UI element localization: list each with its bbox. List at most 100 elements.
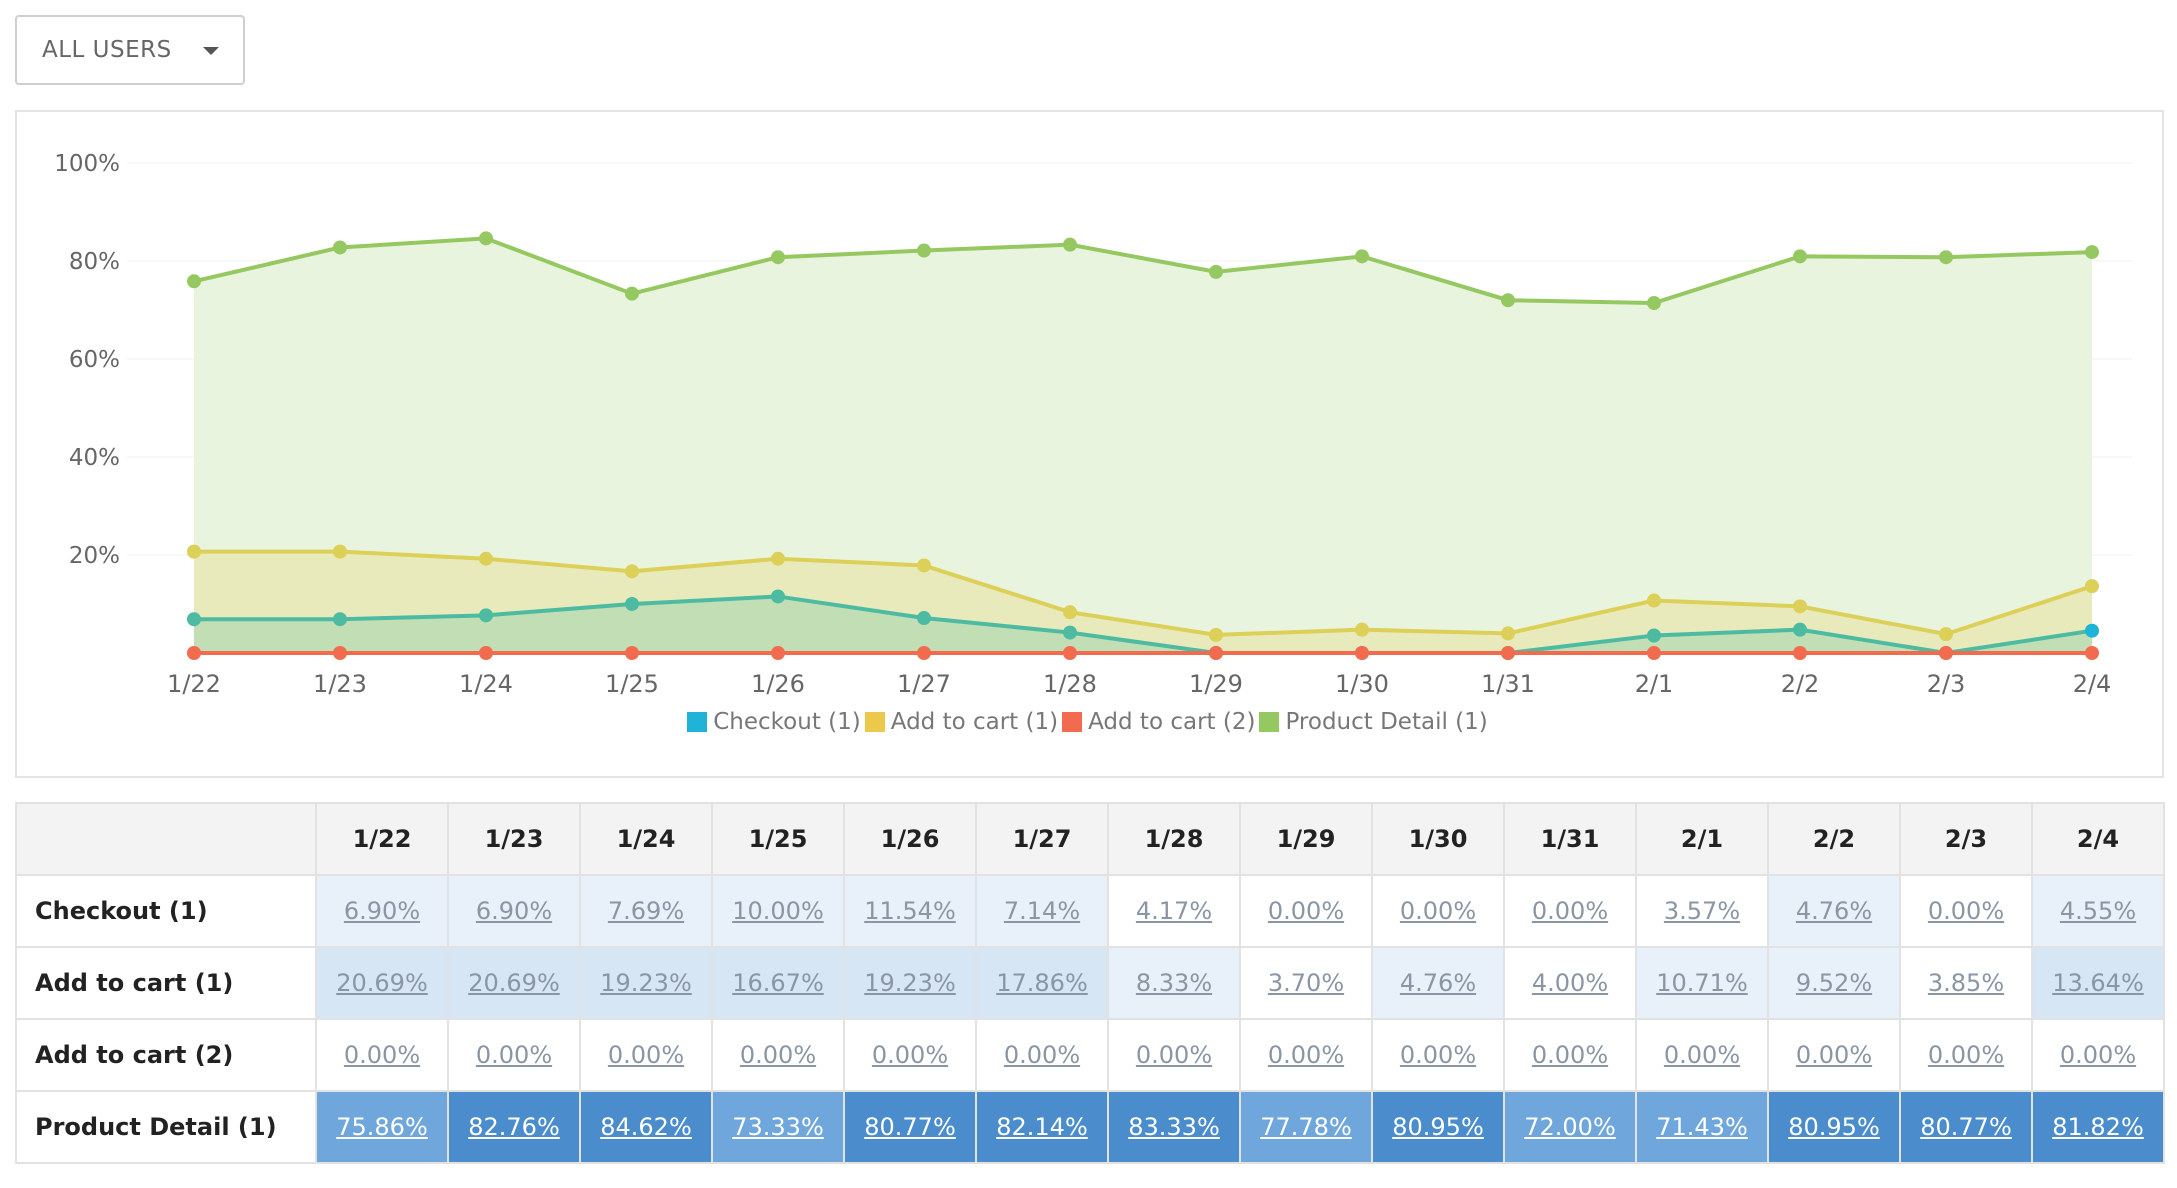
cell-value-link[interactable]: 4.00% xyxy=(1531,969,1609,997)
data-point xyxy=(479,231,493,246)
cell-value-link[interactable]: 17.86% xyxy=(996,969,1088,997)
cell-value-link[interactable]: 72.00% xyxy=(1524,1113,1616,1141)
cell-value-link[interactable]: 81.82% xyxy=(2052,1113,2144,1141)
legend-swatch xyxy=(687,712,708,732)
table-cell: 10.00% xyxy=(711,874,845,948)
cell-value-link[interactable]: 0.00% xyxy=(1399,1041,1477,1069)
table-cell: 7.14% xyxy=(975,874,1109,948)
legend-item[interactable]: Product Detail (1) xyxy=(1259,709,1488,735)
data-point xyxy=(333,240,347,255)
table-cell: 81.82% xyxy=(2031,1090,2165,1164)
cell-value-link[interactable]: 4.55% xyxy=(2059,897,2137,925)
data-point xyxy=(1501,646,1515,660)
cell-value-link[interactable]: 0.00% xyxy=(1795,1041,1873,1069)
cell-value-link[interactable]: 83.33% xyxy=(1128,1113,1220,1141)
cell-value-link[interactable]: 77.78% xyxy=(1260,1113,1352,1141)
y-tick-label: 80% xyxy=(69,249,120,275)
cell-value-link[interactable]: 4.76% xyxy=(1399,969,1477,997)
cell-value-link[interactable]: 7.69% xyxy=(607,897,685,925)
legend-swatch xyxy=(1259,712,1280,732)
cell-value-link[interactable]: 80.77% xyxy=(1920,1113,2012,1141)
cell-value-link[interactable]: 80.95% xyxy=(1788,1113,1880,1141)
cell-value-link[interactable]: 0.00% xyxy=(1927,897,2005,925)
chart-panel: 100% 80% 60% 40% 20% 1/22 1/23 1/24 1/25 1/26 1/27… xyxy=(15,110,2164,778)
data-point xyxy=(1793,646,1807,660)
cell-value-link[interactable]: 20.69% xyxy=(336,969,428,997)
cell-value-link[interactable]: 0.00% xyxy=(871,1041,949,1069)
cell-value-link[interactable]: 71.43% xyxy=(1656,1113,1748,1141)
cell-value-link[interactable]: 0.00% xyxy=(475,1041,553,1069)
cell-value-link[interactable]: 84.62% xyxy=(600,1113,692,1141)
cell-value-link[interactable]: 82.14% xyxy=(996,1113,1088,1141)
cell-value-link[interactable]: 0.00% xyxy=(1399,897,1477,925)
cell-value-link[interactable]: 80.95% xyxy=(1392,1113,1484,1141)
cell-value-link[interactable]: 6.90% xyxy=(343,897,421,925)
legend-item[interactable]: Add to cart (2) xyxy=(1062,709,1255,735)
data-point xyxy=(479,551,493,566)
cell-value-link[interactable]: 19.23% xyxy=(600,969,692,997)
cell-value-link[interactable]: 0.00% xyxy=(1531,897,1609,925)
table-cell: 0.00% xyxy=(1899,1018,2033,1092)
cell-value-link[interactable]: 82.76% xyxy=(468,1113,560,1141)
table-cell: 82.76% xyxy=(447,1090,581,1164)
legend-item[interactable]: Checkout (1) xyxy=(687,709,861,735)
cell-value-link[interactable]: 0.00% xyxy=(1135,1041,1213,1069)
data-point xyxy=(1647,593,1661,608)
cell-value-link[interactable]: 0.00% xyxy=(1003,1041,1081,1069)
data-point xyxy=(1647,628,1661,643)
table-cell: 11.54% xyxy=(843,874,977,948)
column-header: 1/27 xyxy=(975,802,1109,876)
cell-value-link[interactable]: 0.00% xyxy=(607,1041,685,1069)
cell-value-link[interactable]: 9.52% xyxy=(1795,969,1873,997)
column-header: 1/30 xyxy=(1371,802,1505,876)
cell-value-link[interactable]: 4.76% xyxy=(1795,897,1873,925)
cell-value-link[interactable]: 13.64% xyxy=(2052,969,2144,997)
cell-value-link[interactable]: 0.00% xyxy=(1531,1041,1609,1069)
legend-item[interactable]: Add to cart (1) xyxy=(864,709,1058,735)
data-point xyxy=(1209,646,1223,660)
data-point xyxy=(479,608,493,623)
data-point xyxy=(771,646,785,660)
cell-value-link[interactable]: 7.14% xyxy=(1003,897,1081,925)
cell-value-link[interactable]: 3.57% xyxy=(1663,897,1741,925)
data-point xyxy=(1355,249,1369,264)
cell-value-link[interactable]: 19.23% xyxy=(864,969,956,997)
cell-value-link[interactable]: 0.00% xyxy=(1927,1041,2005,1069)
cell-value-link[interactable]: 11.54% xyxy=(864,897,956,925)
cell-value-link[interactable]: 3.70% xyxy=(1267,969,1345,997)
data-point xyxy=(1209,264,1223,279)
cell-value-link[interactable]: 20.69% xyxy=(468,969,560,997)
cell-value-link[interactable]: 4.17% xyxy=(1135,897,1213,925)
cell-value-link[interactable]: 3.85% xyxy=(1927,969,2005,997)
table-cell: 0.00% xyxy=(1371,1018,1505,1092)
table-cell: 80.77% xyxy=(1899,1090,2033,1164)
data-point xyxy=(1793,249,1807,264)
table-cell: 0.00% xyxy=(843,1018,977,1092)
table-cell: 16.67% xyxy=(711,946,845,1020)
cell-value-link[interactable]: 75.86% xyxy=(336,1113,428,1141)
cell-value-link[interactable]: 6.90% xyxy=(475,897,553,925)
cell-value-link[interactable]: 0.00% xyxy=(1267,1041,1345,1069)
cell-value-link[interactable]: 73.33% xyxy=(732,1113,824,1141)
y-tick-label: 60% xyxy=(69,347,120,373)
table-cell: 6.90% xyxy=(315,874,449,948)
data-point xyxy=(1939,250,1953,265)
cell-value-link[interactable]: 0.00% xyxy=(1663,1041,1741,1069)
cell-value-link[interactable]: 8.33% xyxy=(1135,969,1213,997)
cell-value-link[interactable]: 0.00% xyxy=(2059,1041,2137,1069)
x-tick-label: 2/4 xyxy=(2073,670,2112,698)
cell-value-link[interactable]: 16.67% xyxy=(732,969,824,997)
column-header: 1/31 xyxy=(1503,802,1637,876)
cell-value-link[interactable]: 0.00% xyxy=(1267,897,1345,925)
cell-value-link[interactable]: 0.00% xyxy=(343,1041,421,1069)
table-cell: 0.00% xyxy=(1767,1018,1901,1092)
cell-value-link[interactable]: 0.00% xyxy=(739,1041,817,1069)
data-point xyxy=(333,646,347,660)
data-point xyxy=(1939,646,1953,660)
user-filter-dropdown[interactable]: ALL USERS xyxy=(15,15,245,85)
cell-value-link[interactable]: 10.00% xyxy=(732,897,824,925)
cell-value-link[interactable]: 10.71% xyxy=(1656,969,1748,997)
x-tick-label: 1/22 xyxy=(167,670,221,698)
cell-value-link[interactable]: 80.77% xyxy=(864,1113,956,1141)
series-area xyxy=(194,551,2092,653)
